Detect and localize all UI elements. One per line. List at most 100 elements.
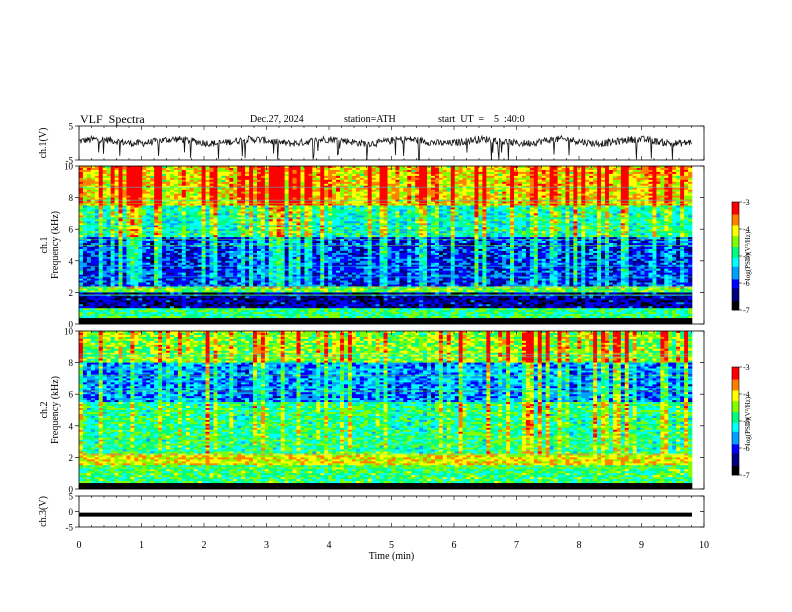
ch1-spec-cell bbox=[593, 221, 598, 224]
ch1-spec-cell bbox=[454, 175, 459, 179]
ch1-spec-cell bbox=[308, 207, 313, 210]
ch1-spec-cell bbox=[482, 211, 487, 214]
ch1-spec-cell bbox=[549, 191, 554, 194]
ch1-spec-cell bbox=[470, 177, 475, 181]
ch1-spec-cell bbox=[264, 193, 270, 196]
ch1-spec-cell bbox=[640, 193, 645, 196]
ch1-spec-cell bbox=[514, 179, 519, 183]
ch1-spec-cell bbox=[668, 215, 673, 218]
ch1-spec-cell bbox=[225, 189, 230, 192]
ch1-spec-cell bbox=[450, 223, 455, 226]
ch1-spec-cell bbox=[680, 203, 685, 206]
ch1-spec-cell bbox=[209, 219, 214, 222]
ch1-spec-cell bbox=[189, 203, 194, 206]
ch1-spec-cell bbox=[229, 209, 234, 212]
ch1-spec-cell bbox=[537, 199, 543, 202]
ch1-spec-cell bbox=[664, 221, 669, 224]
ch1-spec-cell bbox=[553, 191, 558, 194]
ch1-spec-cell bbox=[632, 181, 637, 185]
ch1-spec-cell bbox=[557, 203, 562, 206]
ch1-spec-cell bbox=[241, 183, 246, 187]
ch1-spec-cell bbox=[636, 207, 641, 210]
ch1-spec-cell bbox=[628, 205, 633, 208]
ch1-spec-cell bbox=[458, 199, 463, 202]
ch1-spec-cell bbox=[636, 187, 641, 190]
ch1-spec-cell bbox=[304, 209, 309, 212]
ch1-spec-cell bbox=[229, 189, 234, 192]
ch1-spec-cell bbox=[162, 173, 167, 177]
ch1-spec-cell bbox=[79, 219, 84, 222]
ch1-spec-cell bbox=[541, 177, 546, 181]
ch1-spec-cell bbox=[383, 183, 388, 187]
ch1-spec-cell bbox=[312, 225, 317, 228]
ch1-spec-cell bbox=[154, 209, 159, 212]
ch1-spec-cell bbox=[347, 207, 353, 210]
ch1-spec-cell bbox=[375, 215, 380, 218]
ch1-spec-cell bbox=[308, 199, 313, 202]
ch1-spec-cell bbox=[601, 215, 606, 218]
ch1-spec-cell bbox=[245, 166, 250, 169]
ch1-spec-cell bbox=[557, 189, 562, 192]
ch1-spec-cell bbox=[189, 173, 194, 177]
ch1-spec-cell bbox=[304, 171, 309, 175]
ch1-spec-cell bbox=[395, 191, 400, 194]
ch1-spec-cell bbox=[332, 177, 337, 181]
ch1-spec-cell bbox=[328, 183, 333, 187]
ch1-spec-cell bbox=[442, 166, 448, 169]
ch1-spec-cell bbox=[632, 225, 637, 228]
ch1-spec-cell bbox=[470, 205, 475, 208]
ch1-spec-cell bbox=[537, 167, 543, 171]
ch1-spec-cell bbox=[482, 219, 487, 222]
ch1-spec-cell bbox=[166, 179, 171, 183]
ch1-spec-cell bbox=[304, 183, 309, 187]
ch1-spec-cell bbox=[256, 191, 262, 194]
ch1-spec-cell bbox=[577, 166, 582, 169]
ch1-spec-cell bbox=[648, 183, 653, 187]
ch1-spec-cell bbox=[561, 205, 566, 208]
ch1-spec-cell bbox=[288, 227, 293, 230]
ch1-spec-cell bbox=[533, 219, 539, 222]
ch1-spec-cell bbox=[419, 219, 424, 222]
ch1-spec-cell bbox=[126, 191, 131, 194]
ch1-spec-cell bbox=[438, 167, 444, 171]
ch1-spec-cell bbox=[185, 211, 191, 214]
ch1-spec-cell bbox=[142, 227, 147, 230]
ch1-spec-cell bbox=[466, 183, 471, 187]
ch1-spec-cell bbox=[328, 199, 333, 202]
ch1-spec-cell bbox=[573, 173, 578, 177]
ch1-spec-cell bbox=[79, 181, 84, 185]
ch1-spec-cell bbox=[229, 175, 234, 179]
ch1-spec-cell bbox=[407, 173, 412, 177]
ch1-spec-cell bbox=[347, 181, 353, 185]
ch1-spec-cell bbox=[415, 183, 420, 187]
ch1-spec-cell bbox=[90, 183, 96, 187]
ch1-spec-cell bbox=[525, 169, 531, 173]
ch1-spec-cell bbox=[201, 199, 206, 202]
ch1-spec-cell bbox=[268, 181, 274, 185]
ch1-spec-cell bbox=[320, 187, 325, 190]
ch1-spec-cell bbox=[316, 175, 321, 179]
ch1-spec-cell bbox=[395, 183, 400, 187]
ch1-spec-cell bbox=[217, 166, 222, 169]
ch1-spec-cell bbox=[423, 193, 428, 196]
ch1-spec-cell bbox=[253, 219, 258, 222]
ch1-spec-cell bbox=[411, 175, 416, 179]
ch1-spec-cell bbox=[656, 213, 661, 216]
ch1-spec-cell bbox=[490, 215, 495, 218]
ch1-spec-cell bbox=[122, 223, 127, 226]
ch1-spec-cell bbox=[110, 219, 115, 222]
ch1-spec-cell bbox=[245, 219, 250, 222]
ch1-spec-cell bbox=[608, 197, 614, 200]
ch1-spec-cell bbox=[367, 175, 372, 179]
ch1-spec-cell bbox=[209, 181, 214, 185]
ch1-spec-cell bbox=[94, 211, 100, 214]
ch1-spec-cell bbox=[466, 225, 471, 228]
ch1-spec-cell bbox=[656, 209, 661, 212]
ch1-spec-cell bbox=[383, 191, 388, 194]
ch1-spec-cell bbox=[102, 215, 107, 218]
ch1-spec-cell bbox=[450, 225, 455, 228]
ch1-spec-cell bbox=[94, 209, 100, 212]
ch1-spec-cell bbox=[628, 181, 633, 185]
ch1-spec-cell bbox=[498, 221, 503, 224]
ch1-spec-cell bbox=[434, 219, 440, 222]
